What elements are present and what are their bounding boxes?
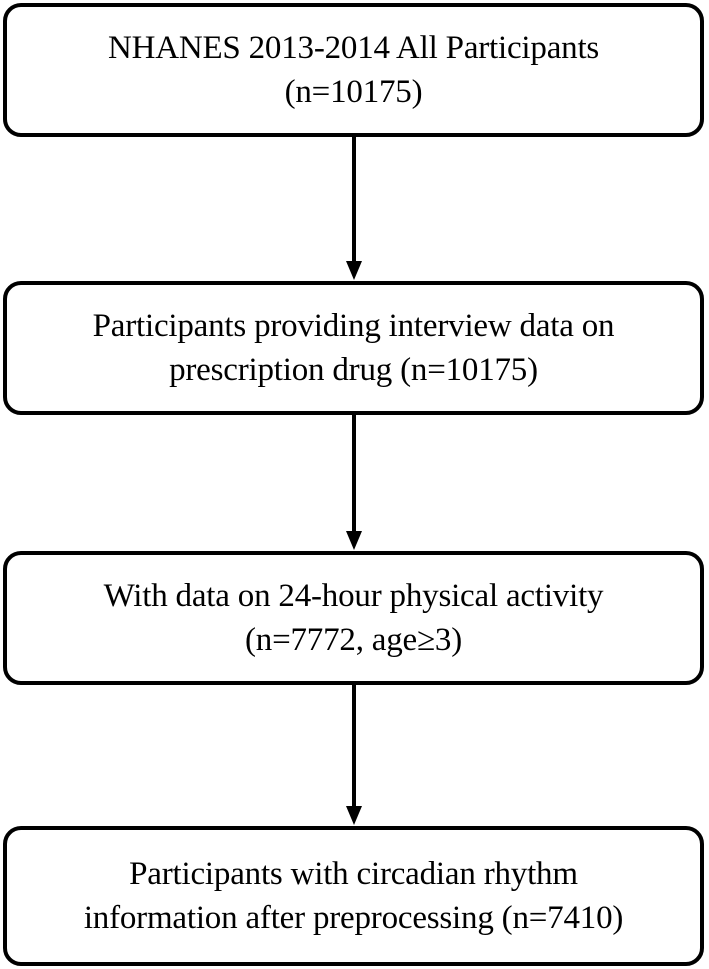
step-4-line-2: information after preprocessing (n=7410) <box>83 900 624 936</box>
step-3-line-2: (n=7772, age≥3) <box>245 622 462 658</box>
step-1-line-2: (n=10175) <box>284 74 423 110</box>
step-3-line-1: With data on 24-hour physical activity <box>103 578 604 614</box>
arrow-down-icon <box>346 685 362 825</box>
flow-step-all-participants: NHANES 2013-2014 All Participants (n=101… <box>3 3 704 137</box>
arrow-down-icon <box>346 137 362 280</box>
flow-step-prescription-drug: Participants providing interview data on… <box>3 281 704 415</box>
step-4-line-1: Participants with circadian rhythm <box>129 856 578 892</box>
step-2-line-1: Participants providing interview data on <box>92 308 615 344</box>
step-1-line-1: NHANES 2013-2014 All Participants <box>107 30 600 66</box>
step-2-line-2: prescription drug (n=10175) <box>169 352 538 388</box>
flow-step-circadian-rhythm: Participants with circadian rhythm infor… <box>3 826 704 966</box>
flow-step-physical-activity: With data on 24-hour physical activity (… <box>3 551 704 685</box>
arrow-down-icon <box>346 415 362 550</box>
